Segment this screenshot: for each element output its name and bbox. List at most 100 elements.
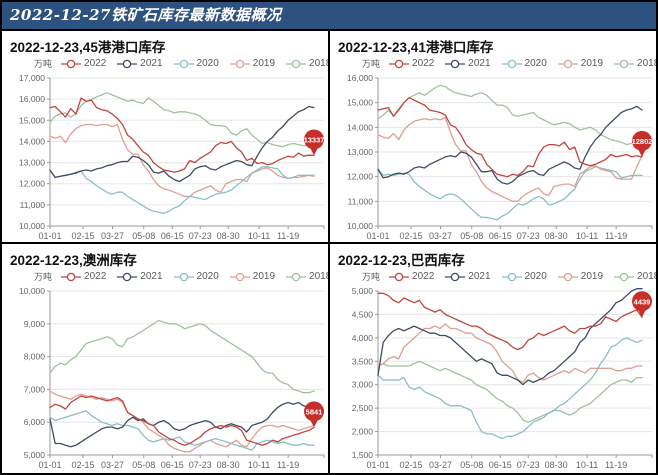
- svg-text:05-08: 05-08: [460, 231, 483, 241]
- legend-item-2020[interactable]: 2020: [173, 58, 219, 69]
- legend-item-2019[interactable]: 2019: [229, 271, 276, 282]
- series-line-2018: [377, 84, 643, 146]
- chart-title-41ports: 2022-12-23,41港港口库存: [338, 40, 494, 55]
- svg-text:12,000: 12,000: [19, 179, 45, 189]
- svg-text:4439: 4439: [634, 297, 651, 306]
- legend-item-2018[interactable]: 2018: [286, 58, 328, 69]
- line-chart: 5,000 6,000 7,000 8,000 9,000 10,000 01-01 02-1…: [19, 286, 325, 470]
- series-line-2020: [377, 337, 643, 440]
- svg-text:3,500: 3,500: [352, 356, 374, 366]
- chart-legend: 万吨 202220212020201920182017: [34, 57, 328, 70]
- svg-text:4,500: 4,500: [352, 309, 374, 319]
- svg-text:02-15: 02-15: [71, 460, 94, 470]
- series-line-2020: [377, 166, 643, 221]
- legend-item-2022[interactable]: 2022: [389, 58, 434, 69]
- legend-label: 2019: [580, 58, 604, 69]
- svg-text:1,500: 1,500: [352, 450, 374, 460]
- legend-item-2022[interactable]: 2022: [389, 271, 434, 282]
- svg-text:01-01: 01-01: [38, 460, 61, 470]
- unit-label: 万吨: [34, 272, 53, 282]
- legend-item-2018[interactable]: 2018: [286, 271, 328, 282]
- svg-text:5,000: 5,000: [24, 450, 46, 460]
- legend-label: 2022: [412, 271, 435, 282]
- svg-text:03-27: 03-27: [101, 231, 124, 241]
- legend-item-2019[interactable]: 2019: [557, 58, 604, 69]
- svg-text:10-11: 10-11: [248, 231, 270, 241]
- legend-item-2020[interactable]: 2020: [173, 271, 219, 282]
- legend-item-2021[interactable]: 2021: [117, 58, 163, 69]
- legend-item-2018[interactable]: 2018: [614, 271, 656, 282]
- chart-legend: 万吨 202220212020201920182017: [362, 270, 656, 283]
- chart-legend: 万吨 202220212020201920182017: [362, 57, 656, 70]
- chart-grid: 2022-12-23,45港港口库存 万吨 2022 2021 2020 2019 20…: [2, 31, 656, 473]
- svg-text:02-15: 02-15: [71, 231, 94, 241]
- legend-marker-icon: [557, 272, 578, 281]
- series-line-2020: [49, 166, 315, 214]
- unit-label: 万吨: [362, 59, 381, 69]
- svg-text:03-27: 03-27: [101, 460, 124, 470]
- chart-canvas-brazil: 1,500 2,000 2,500 3,000 3,500 4,000 4,500 5,000…: [338, 283, 654, 473]
- svg-text:05-08: 05-08: [460, 460, 483, 470]
- legend-label: 2022: [412, 58, 435, 69]
- svg-text:7,000: 7,000: [24, 384, 46, 394]
- banner: 2022-12-27铁矿石库存最新数据概况: [2, 2, 656, 31]
- series-line-2021: [49, 105, 315, 183]
- legend-item-2020[interactable]: 2020: [501, 58, 547, 69]
- series-line-2018: [377, 360, 643, 423]
- legend-marker-icon: [614, 272, 635, 281]
- legend-item-2021[interactable]: 2021: [445, 58, 491, 69]
- legend-item-2022[interactable]: 2022: [61, 58, 106, 69]
- legend-label: 2020: [196, 271, 219, 282]
- legend-marker-icon: [389, 59, 410, 68]
- series-line-2020: [49, 410, 315, 451]
- legend-label: 2019: [252, 271, 276, 282]
- legend-item-2021[interactable]: 2021: [117, 271, 163, 282]
- series-line-2019: [49, 123, 315, 198]
- chart-canvas-41ports: 10,000 11,000 12,000 13,000 14,000 15,000 16,0…: [338, 70, 654, 242]
- svg-text:2,500: 2,500: [352, 403, 374, 413]
- legend-item-2018[interactable]: 2018: [614, 58, 656, 69]
- legend-marker-icon: [445, 272, 466, 281]
- series-line-2018: [49, 92, 315, 148]
- svg-text:15,000: 15,000: [347, 98, 373, 108]
- legend-label: 2019: [252, 58, 276, 69]
- legend-marker-icon: [501, 59, 522, 68]
- series-line-2018: [49, 319, 315, 394]
- series-line-2019: [377, 116, 643, 202]
- line-chart: 1,500 2,000 2,500 3,000 3,500 4,000 4,500 5,000…: [352, 286, 653, 470]
- latest-value-callout: 4439: [632, 291, 652, 318]
- svg-text:07-23: 07-23: [189, 231, 212, 241]
- svg-text:07-23: 07-23: [189, 460, 212, 470]
- svg-text:8,000: 8,000: [24, 352, 46, 362]
- legend-item-2019[interactable]: 2019: [557, 271, 603, 282]
- svg-text:5,000: 5,000: [352, 286, 374, 296]
- legend-item-2022[interactable]: 2022: [61, 271, 106, 282]
- legend-marker-icon: [557, 59, 578, 68]
- svg-text:6,000: 6,000: [24, 417, 46, 427]
- chart-canvas-45ports: 10,000 11,000 12,000 13,000 14,000 15,000 16,0…: [10, 70, 326, 242]
- svg-text:05-08: 05-08: [132, 460, 155, 470]
- legend-label: 2018: [637, 58, 656, 69]
- legend-label: 2021: [140, 58, 163, 69]
- svg-text:08-30: 08-30: [217, 231, 240, 241]
- legend-label: 2022: [84, 271, 107, 282]
- legend-item-2021[interactable]: 2021: [445, 271, 491, 282]
- legend-marker-icon: [501, 272, 522, 281]
- svg-text:11-19: 11-19: [277, 231, 299, 241]
- svg-text:06-15: 06-15: [489, 231, 512, 241]
- svg-text:5841: 5841: [306, 407, 323, 416]
- chart-panel-45ports: 2022-12-23,45港港口库存 万吨 2022 2021 2020 2019 20…: [2, 31, 328, 242]
- svg-text:14,000: 14,000: [19, 136, 45, 146]
- svg-text:2,000: 2,000: [352, 427, 374, 437]
- svg-text:13337: 13337: [304, 135, 325, 144]
- series-line-2019: [49, 390, 315, 453]
- legend-item-2020[interactable]: 2020: [501, 271, 547, 282]
- svg-text:10-11: 10-11: [576, 231, 598, 241]
- svg-text:01-01: 01-01: [38, 231, 61, 241]
- legend-item-2019[interactable]: 2019: [229, 58, 276, 69]
- chart-title-australia: 2022-12-23,澳洲库存: [10, 253, 137, 268]
- svg-text:12,000: 12,000: [347, 172, 373, 182]
- svg-text:9,000: 9,000: [24, 319, 46, 329]
- svg-text:17,000: 17,000: [19, 73, 45, 83]
- chart-legend: 万吨 202220212020201920182017: [34, 270, 328, 283]
